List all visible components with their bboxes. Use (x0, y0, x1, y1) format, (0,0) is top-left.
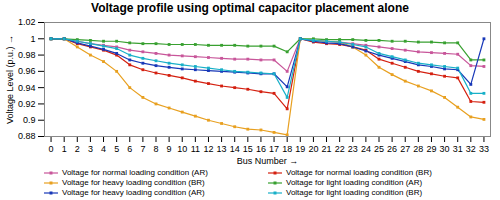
html-text:Voltage for heavy loading cond: Voltage for heavy loading condition (AR) (62, 188, 205, 197)
svg-text:Voltage Level (p.u.) →: Voltage Level (p.u.) → (5, 35, 15, 124)
html-text:Voltage profile using optimal: Voltage profile using optimal capacitor … (91, 1, 409, 15)
svg-text:0.98: 0.98 (18, 50, 36, 60)
svg-text:12: 12 (203, 144, 213, 154)
svg-text:0.9: 0.9 (23, 115, 36, 125)
svg-text:11: 11 (191, 144, 200, 154)
svg-text:8: 8 (153, 144, 158, 154)
svg-text:29: 29 (426, 144, 436, 154)
svg-text:24: 24 (361, 144, 371, 154)
svg-text:26: 26 (387, 144, 397, 154)
svg-text:16: 16 (256, 144, 266, 154)
svg-text:1: 1 (30, 34, 35, 44)
svg-text:18: 18 (282, 144, 292, 154)
svg-text:10: 10 (177, 144, 187, 154)
svg-text:Bus Number →: Bus Number → (237, 156, 299, 166)
svg-text:15: 15 (243, 144, 253, 154)
svg-text:27: 27 (400, 144, 410, 154)
svg-text:1: 1 (62, 144, 67, 154)
html-text:Voltage for normal loading con: Voltage for normal loading condition (BR… (286, 168, 432, 177)
svg-text:19: 19 (295, 144, 305, 154)
svg-text:23: 23 (348, 144, 358, 154)
svg-text:7: 7 (140, 144, 145, 154)
svg-text:0.92: 0.92 (18, 99, 36, 109)
svg-text:1.02: 1.02 (18, 17, 36, 27)
svg-text:21: 21 (322, 144, 332, 154)
svg-text:22: 22 (335, 144, 345, 154)
svg-text:25: 25 (374, 144, 384, 154)
svg-text:3: 3 (88, 144, 93, 154)
svg-text:32: 32 (466, 144, 476, 154)
html-text:Voltage for heavy loading cond: Voltage for heavy loading condition (BR) (62, 178, 205, 187)
svg-text:9: 9 (167, 144, 172, 154)
svg-text:2: 2 (75, 144, 80, 154)
svg-text:5: 5 (114, 144, 119, 154)
html-text:Voltage for normal loading con: Voltage for normal loading condition (AR… (62, 168, 208, 177)
svg-text:28: 28 (413, 144, 423, 154)
svg-text:17: 17 (269, 144, 279, 154)
html-text:Voltage for light loading cond: Voltage for light loading condition (AR) (286, 178, 423, 187)
svg-text:0: 0 (49, 144, 54, 154)
svg-text:31: 31 (453, 144, 463, 154)
svg-text:13: 13 (217, 144, 227, 154)
svg-text:20: 20 (308, 144, 318, 154)
svg-text:33: 33 (479, 144, 489, 154)
svg-text:0.96: 0.96 (18, 66, 36, 76)
svg-text:6: 6 (127, 144, 132, 154)
svg-text:0.94: 0.94 (18, 83, 36, 93)
html-text:Voltage for light loading cond: Voltage for light loading condition (BR) (286, 188, 423, 197)
svg-text:30: 30 (440, 144, 450, 154)
svg-text:0.88: 0.88 (18, 131, 36, 141)
svg-text:14: 14 (230, 144, 240, 154)
svg-text:4: 4 (101, 144, 106, 154)
